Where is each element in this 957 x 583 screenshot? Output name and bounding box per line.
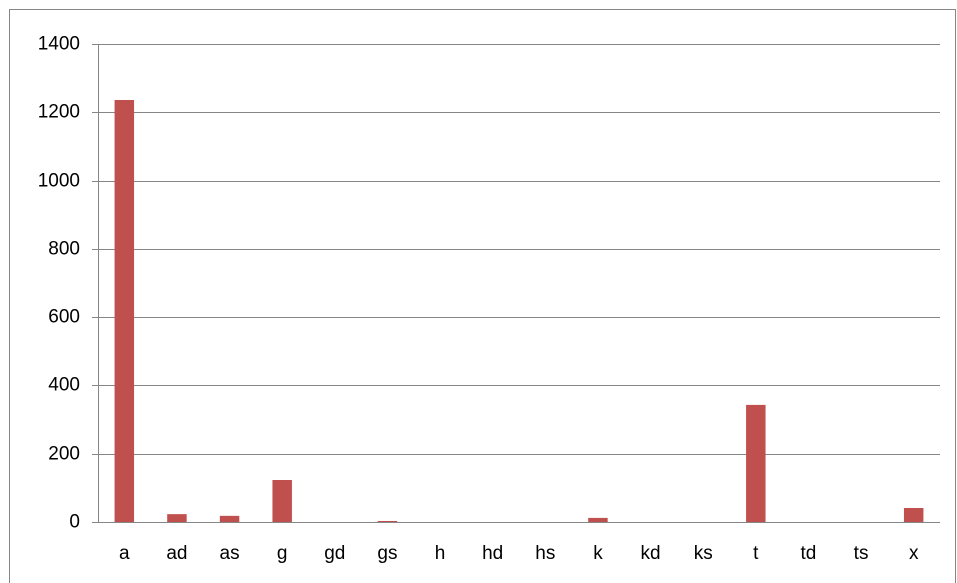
bar: [377, 520, 398, 522]
bar: [114, 99, 135, 522]
x-tick-label: k: [593, 543, 603, 564]
x-tick-label: h: [435, 543, 446, 564]
bar: [167, 514, 187, 522]
x-tick-label: x: [909, 543, 919, 564]
bar: [746, 404, 766, 522]
chart-border: [9, 9, 956, 583]
x-tick-label: a: [119, 543, 130, 564]
y-tick-label: 1000: [38, 171, 80, 192]
y-tick-label: 1200: [38, 102, 80, 123]
x-tick-label: ks: [694, 543, 713, 564]
bar: [219, 515, 240, 522]
bar: [588, 517, 608, 522]
bar: [272, 480, 292, 522]
x-tick-label: ad: [166, 543, 187, 564]
y-tick-label: 1400: [38, 34, 80, 55]
x-tick-label: kd: [641, 543, 661, 564]
y-tick-label: 0: [69, 512, 80, 533]
x-tick-label: td: [801, 543, 817, 564]
y-tick-label: 600: [48, 307, 80, 328]
x-tick-label: as: [220, 543, 240, 564]
x-tick-label: ts: [854, 543, 869, 564]
y-tick-label: 400: [48, 375, 80, 396]
bar: [903, 508, 924, 522]
x-tick-label: hd: [482, 543, 503, 564]
y-tick-label: 800: [48, 239, 80, 260]
x-tick-label: gs: [377, 543, 397, 564]
x-tick-label: t: [753, 543, 759, 564]
x-tick-label: hs: [535, 543, 555, 564]
x-tick-label: gd: [324, 543, 345, 564]
y-tick-label: 200: [48, 444, 80, 465]
x-tick-label: g: [277, 543, 288, 564]
